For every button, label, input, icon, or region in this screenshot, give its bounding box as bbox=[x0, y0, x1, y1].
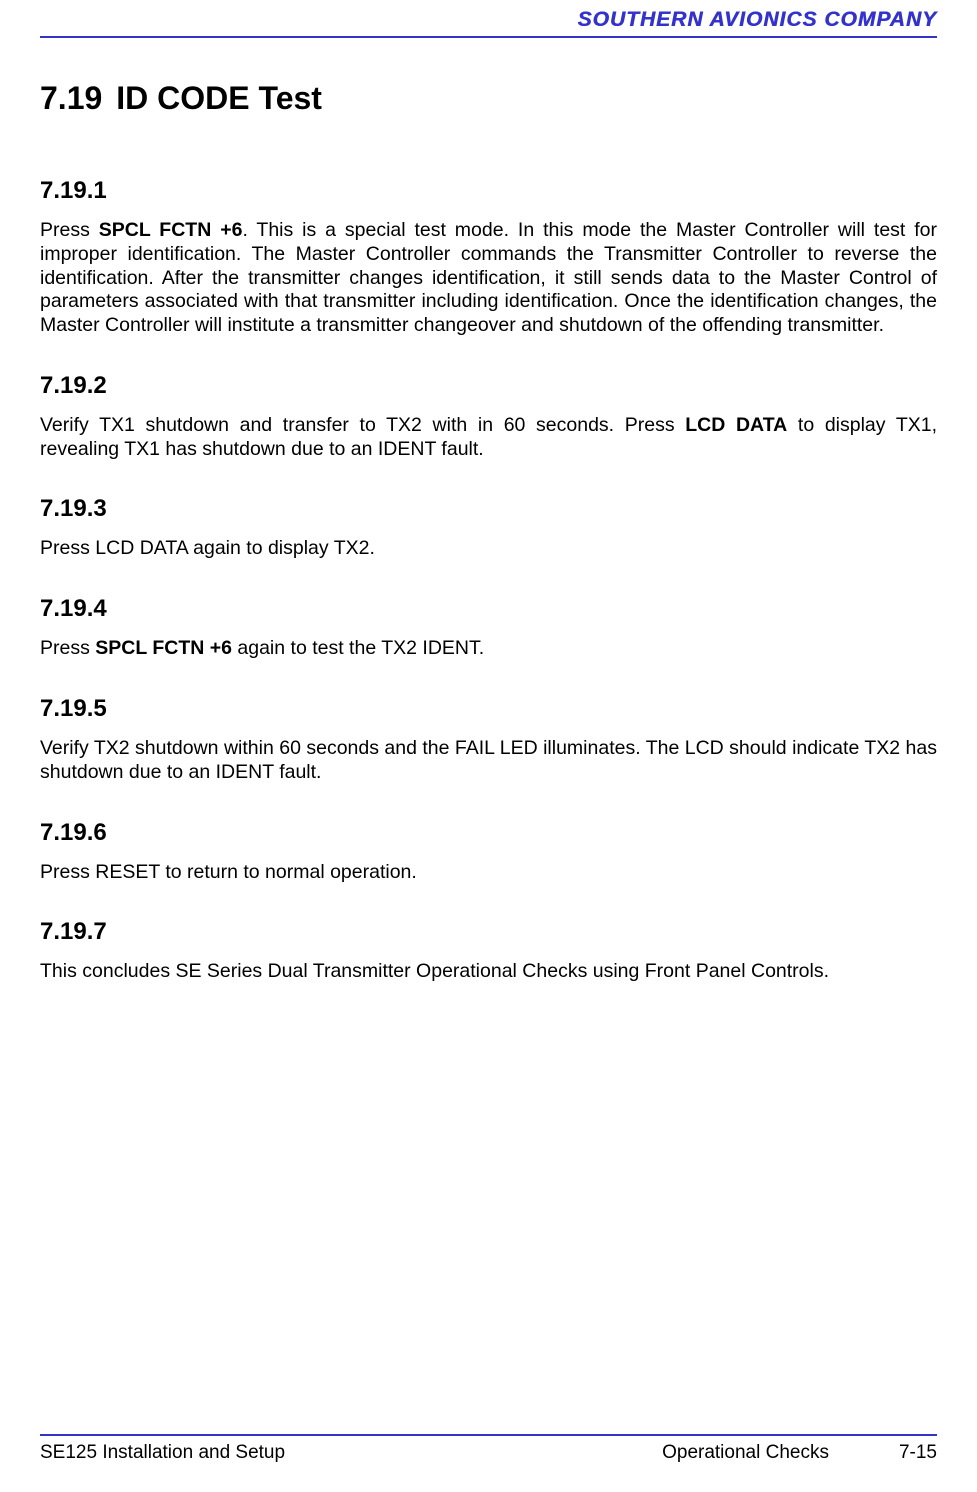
subsection-heading: 7.19.2 bbox=[40, 372, 937, 400]
sections-container: 7.19.1 Press SPCL FCTN +6. This is a spec… bbox=[40, 177, 937, 984]
footer-page-number: 7-15 bbox=[899, 1442, 937, 1464]
paragraph: This concludes SE Series Dual Transmitte… bbox=[40, 960, 937, 984]
paragraph: Verify TX1 shutdown and transfer to TX2 … bbox=[40, 414, 937, 462]
paragraph: Verify TX2 shutdown within 60 seconds an… bbox=[40, 737, 937, 785]
bold-run: SPCL FCTN +6 bbox=[99, 219, 243, 241]
section-title-text: ID CODE Test bbox=[116, 80, 322, 116]
paragraph: Press LCD DATA again to display TX2. bbox=[40, 537, 937, 561]
section-title: 7.19 ID CODE Test bbox=[40, 80, 937, 117]
subsection-heading: 7.19.5 bbox=[40, 695, 937, 723]
text-run: Press RESET to return to normal operatio… bbox=[40, 861, 417, 883]
text-run: Verify TX2 shutdown within 60 seconds an… bbox=[40, 737, 937, 783]
page-content: 7.19 ID CODE Test 7.19.1 Press SPCL FCTN +… bbox=[40, 38, 937, 984]
paragraph: Press RESET to return to normal operatio… bbox=[40, 861, 937, 885]
paragraph: Press SPCL FCTN +6. This is a special te… bbox=[40, 219, 937, 338]
page-footer: SE125 Installation and Setup Operational… bbox=[40, 1434, 937, 1464]
text-run: again to test the TX2 IDENT. bbox=[232, 637, 484, 659]
section-number: 7.19 bbox=[40, 80, 102, 116]
paragraph: Press SPCL FCTN +6 again to test the TX2… bbox=[40, 637, 937, 661]
subsection-heading: 7.19.3 bbox=[40, 495, 937, 523]
page: SOUTHERN AVIONICS COMPANY 7.19 ID CODE Te… bbox=[0, 0, 977, 1492]
page-header: SOUTHERN AVIONICS COMPANY bbox=[40, 0, 937, 38]
text-run: This concludes SE Series Dual Transmitte… bbox=[40, 960, 829, 982]
subsection-heading: 7.19.7 bbox=[40, 918, 937, 946]
bold-run: LCD DATA bbox=[685, 414, 787, 436]
text-run: Press bbox=[40, 637, 95, 659]
footer-center: Operational Checks bbox=[662, 1442, 829, 1464]
subsection-heading: 7.19.6 bbox=[40, 819, 937, 847]
subsection-heading: 7.19.4 bbox=[40, 595, 937, 623]
text-run: Verify TX1 shutdown and transfer to TX2 … bbox=[40, 414, 685, 436]
footer-left: SE125 Installation and Setup bbox=[40, 1442, 285, 1464]
text-run: Press bbox=[40, 219, 99, 241]
text-run: Press LCD DATA again to display TX2. bbox=[40, 537, 375, 559]
company-name: SOUTHERN AVIONICS COMPANY bbox=[578, 8, 937, 31]
bold-run: SPCL FCTN +6 bbox=[95, 637, 232, 659]
subsection-heading: 7.19.1 bbox=[40, 177, 937, 205]
